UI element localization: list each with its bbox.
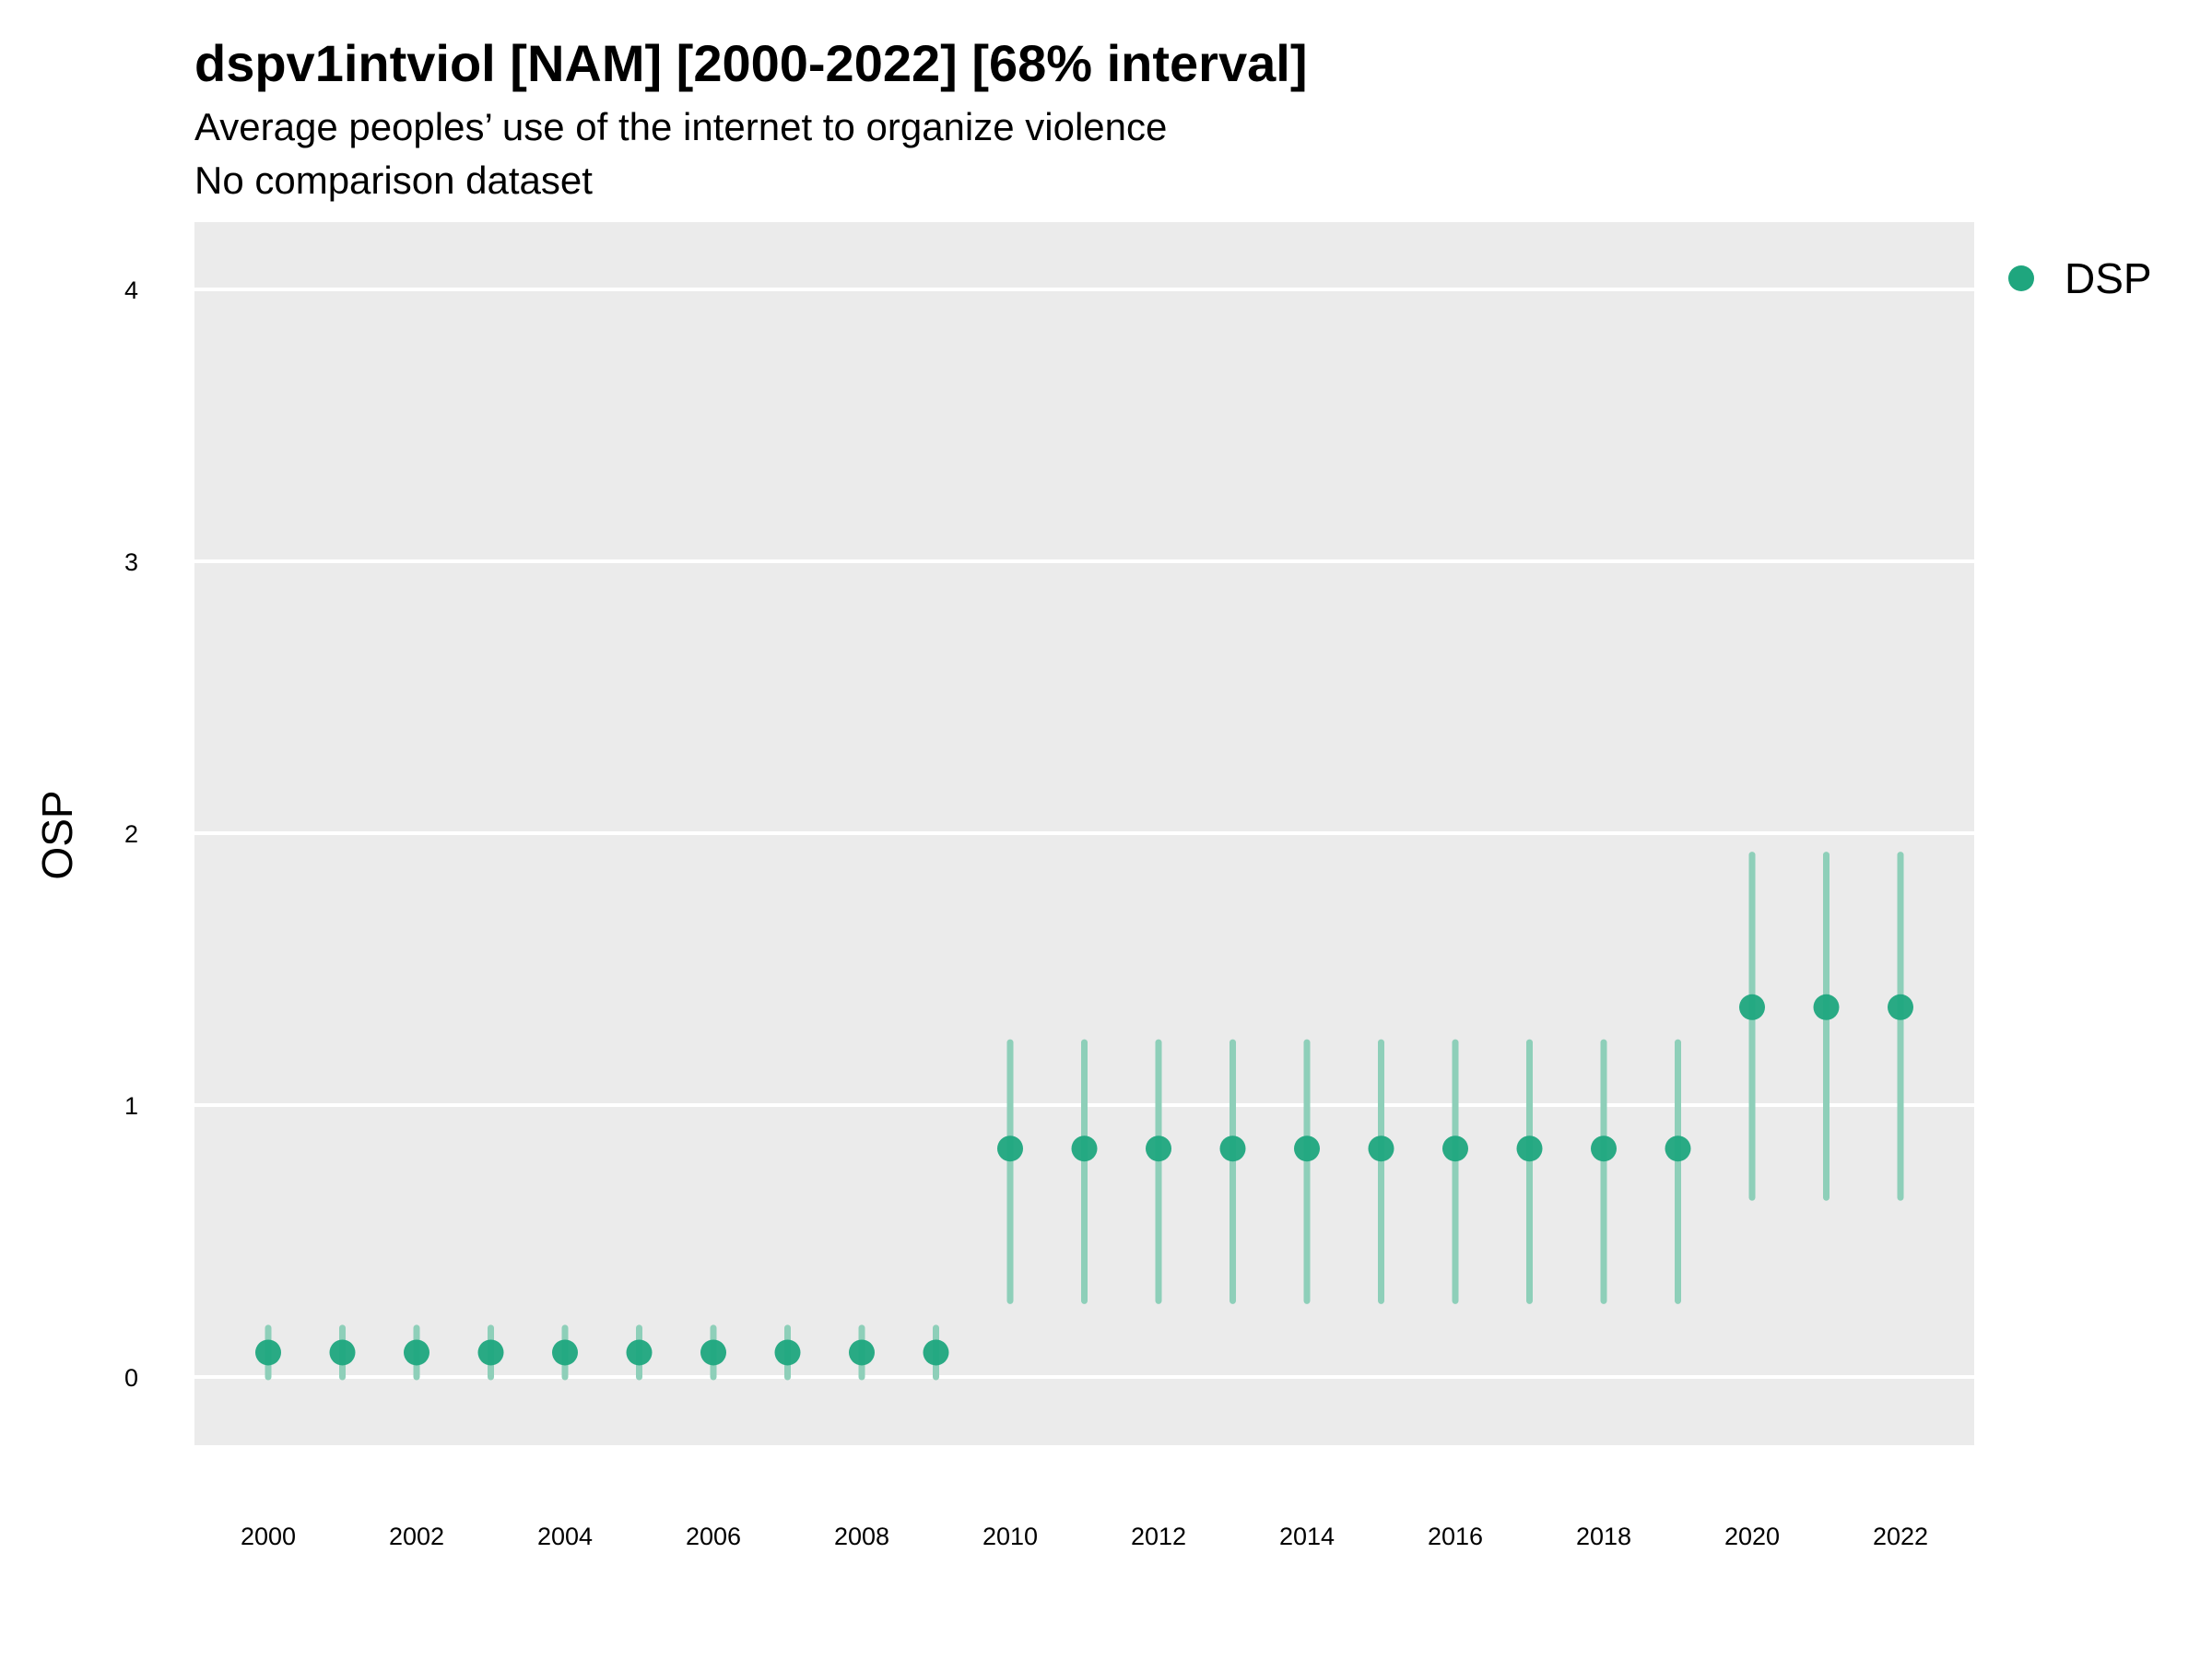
chart-comparison-note: No comparison dataset	[194, 159, 593, 202]
point-2020	[1739, 994, 1765, 1020]
point-2012	[1146, 1135, 1171, 1162]
point-2002	[404, 1339, 429, 1366]
y-tick-label-1: 1	[124, 1092, 138, 1120]
x-tick-label-2006: 2006	[686, 1523, 741, 1550]
x-tick-label-2000: 2000	[241, 1523, 296, 1550]
legend-dsp-label: DSP	[2065, 254, 2152, 302]
point-2006	[700, 1339, 726, 1366]
x-tick-label-2012: 2012	[1131, 1523, 1186, 1550]
point-2013	[1219, 1135, 1246, 1162]
x-axis-ticks: 2000 2002 2004 2006 2008 2010 2012 2014 2016 2018…	[241, 1523, 1928, 1550]
x-tick-label-2008: 2008	[834, 1523, 889, 1550]
data-points	[255, 994, 1913, 1366]
point-2004	[552, 1339, 578, 1366]
y-axis-ticks: 0 1 2 3 4	[124, 276, 138, 1392]
y-tick-label-4: 4	[124, 276, 138, 304]
point-2015	[1368, 1135, 1394, 1162]
point-2022	[1888, 994, 1913, 1020]
point-2009	[923, 1339, 949, 1366]
point-2003	[477, 1339, 504, 1366]
point-2000	[255, 1339, 281, 1366]
x-tick-label-2002: 2002	[389, 1523, 444, 1550]
x-tick-label-2004: 2004	[537, 1523, 593, 1550]
point-2016	[1442, 1135, 1468, 1162]
x-tick-label-2018: 2018	[1576, 1523, 1631, 1550]
x-tick-label-2016: 2016	[1428, 1523, 1483, 1550]
point-2014	[1294, 1135, 1320, 1162]
x-tick-label-2022: 2022	[1873, 1523, 1928, 1550]
point-2007	[774, 1339, 801, 1366]
point-2010	[997, 1135, 1023, 1162]
chart-subtitle: Average peoples’ use of the internet to …	[194, 105, 1168, 148]
legend-dsp-marker	[2008, 265, 2034, 291]
point-2011	[1071, 1135, 1098, 1162]
y-axis-title: OSP	[33, 790, 81, 879]
point-2021	[1813, 994, 1840, 1020]
point-2019	[1665, 1135, 1691, 1162]
y-tick-label-2: 2	[124, 820, 138, 848]
y-tick-label-3: 3	[124, 548, 138, 576]
point-2017	[1516, 1135, 1543, 1162]
point-2008	[849, 1339, 875, 1366]
legend: DSP	[2008, 254, 2152, 302]
point-2005	[626, 1339, 653, 1366]
y-tick-label-0: 0	[124, 1364, 138, 1392]
point-2018	[1591, 1135, 1617, 1162]
x-tick-label-2014: 2014	[1279, 1523, 1335, 1550]
x-tick-label-2020: 2020	[1724, 1523, 1780, 1550]
x-tick-label-2010: 2010	[982, 1523, 1038, 1550]
point-2001	[329, 1339, 356, 1366]
chart-title: dspv1intviol [NAM] [2000-2022] [68% inte…	[194, 34, 1308, 92]
